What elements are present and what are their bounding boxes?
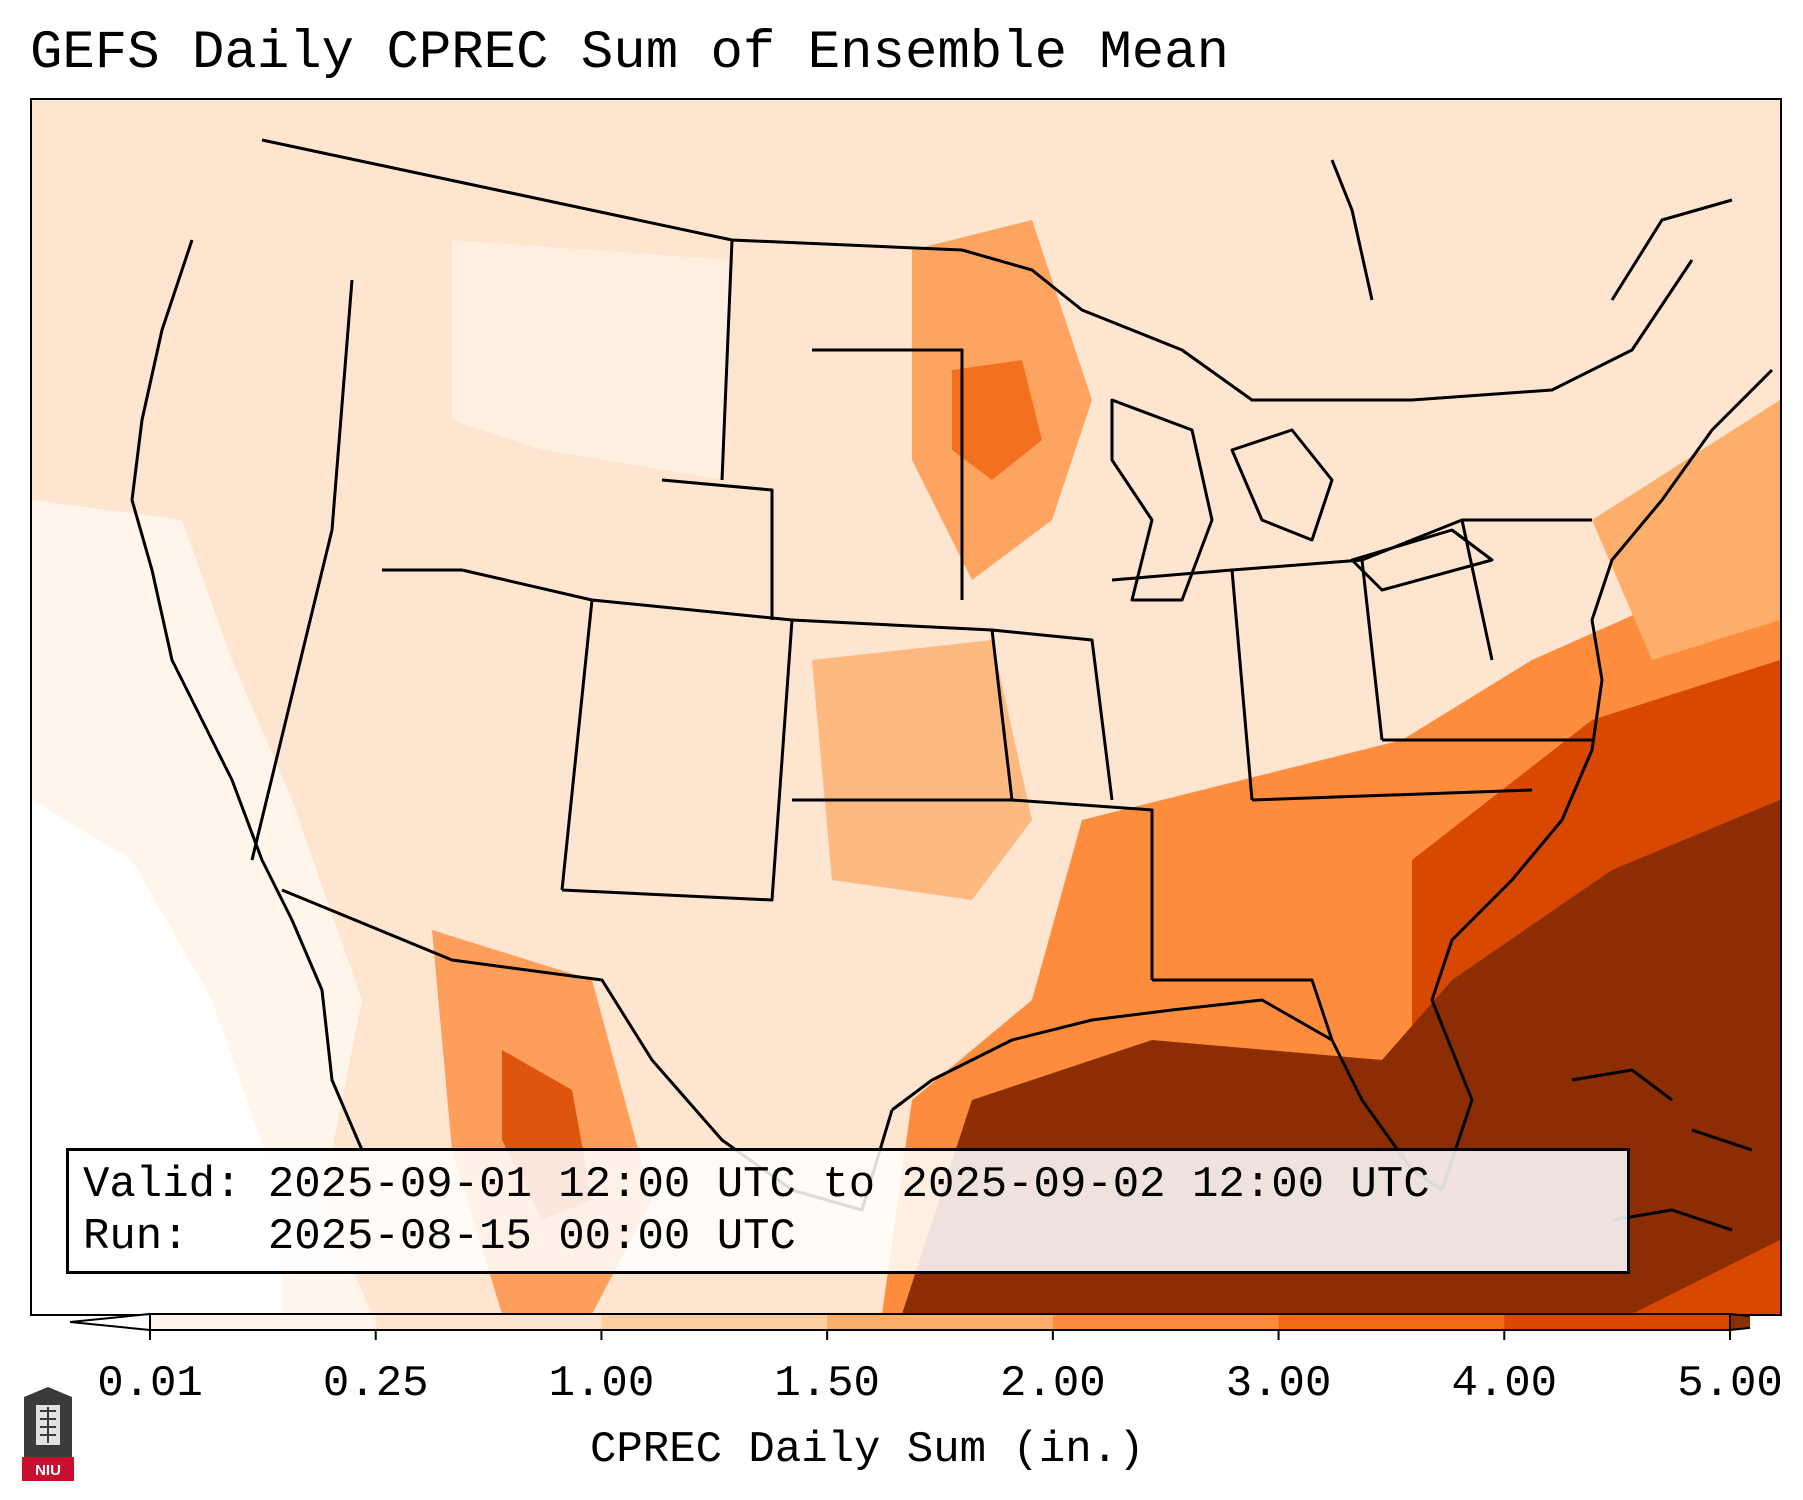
precip-minnesota-core	[952, 360, 1042, 480]
colorbar-swatch	[1278, 1314, 1505, 1330]
map-canvas	[32, 100, 1780, 1314]
canada-us-border	[261, 138, 1694, 402]
colorbar-extend-max	[1729, 1312, 1750, 1332]
precipitation-map	[30, 98, 1782, 1316]
colorbar	[70, 1312, 1750, 1340]
colorbar-swatch	[827, 1314, 1054, 1330]
colorbar-tick-label: 2.00	[1000, 1359, 1106, 1409]
great-lakes-outline	[1110, 398, 1494, 602]
run-time-text: Run: 2025-08-15 00:00 UTC	[83, 1212, 796, 1262]
colorbar-swatch	[601, 1314, 828, 1330]
colorbar-swatch	[375, 1314, 602, 1330]
gulf-coastline	[891, 998, 1443, 1192]
pacific-coastline	[130, 239, 364, 1151]
info-box: Valid: 2025-09-01 12:00 UTC to 2025-09-0…	[66, 1148, 1630, 1274]
precipitation-field	[32, 100, 1780, 1314]
colorbar-tick-label: 4.00	[1451, 1359, 1558, 1409]
colorbar-swatch	[150, 1314, 377, 1330]
precip-northeast-band	[1592, 400, 1780, 660]
niu-logo: NIU	[22, 1387, 74, 1481]
precip-light-utah	[452, 240, 732, 480]
colorbar-tick-label: 1.50	[774, 1359, 880, 1409]
page-title: GEFS Daily CPREC Sum of Ensemble Mean	[30, 23, 1229, 84]
colorbar-tick-label: 0.25	[322, 1359, 429, 1409]
colorbar-tick-label: 1.00	[548, 1359, 655, 1409]
canada-lakes-outline	[1330, 159, 1733, 301]
state-lines-west	[250, 239, 794, 902]
state-lines-central	[791, 348, 1254, 980]
colorbar-ticks	[149, 1330, 1731, 1340]
atlantic-coastline	[1430, 368, 1774, 1191]
colorbar-label: CPREC Daily Sum (in.)	[590, 1425, 1145, 1475]
caribbean-islands	[1571, 1068, 1753, 1232]
colorbar-swatch	[1052, 1314, 1280, 1330]
colorbar-tick-label: 3.00	[1225, 1359, 1332, 1409]
colorbar-swatch	[1504, 1314, 1731, 1330]
colorbar-extend-min	[70, 1312, 151, 1332]
precip-plains-band	[812, 640, 1032, 900]
colorbar-swatches	[149, 1313, 1731, 1331]
colorbar-tick-label: 5.00	[1677, 1359, 1783, 1409]
colorbar-tick-label: 0.01	[97, 1359, 203, 1409]
valid-time-text: Valid: 2025-09-01 12:00 UTC to 2025-09-0…	[83, 1160, 1430, 1210]
state-lines-east	[1152, 518, 1592, 1041]
niu-logo-text: NIU	[35, 1462, 61, 1479]
